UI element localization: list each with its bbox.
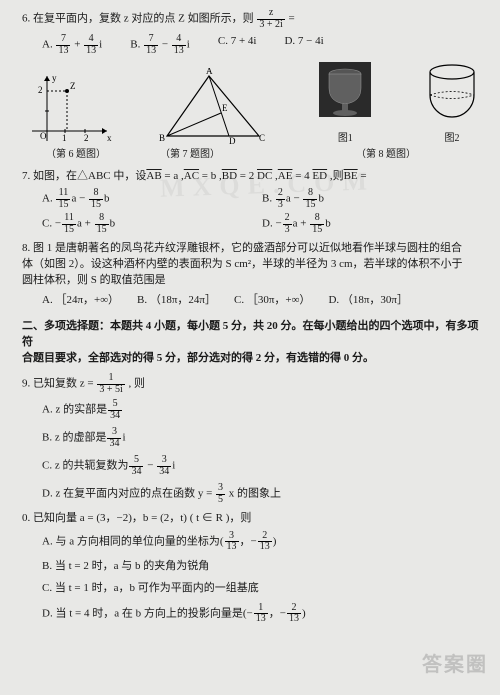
svg-text:O: O	[40, 131, 47, 141]
watermark: 答案圈	[422, 648, 488, 677]
svg-text:E: E	[222, 103, 228, 113]
q7-opt-a: A. 1115a − 815b	[42, 188, 262, 210]
caption-row: （第 6 题图） （第 7 题图） （第 8 题图）	[22, 148, 482, 163]
q8-opt-c: C. ［30π，+∞）	[234, 293, 310, 309]
svg-text:2: 2	[84, 133, 89, 143]
q6-figure: Z O 1 2 2 x y	[22, 71, 112, 146]
q7-caption: （第 7 题图）	[130, 148, 250, 163]
q6-caption: （第 6 题图）	[22, 148, 130, 163]
q9-stem: 9. 已知复数 z = 13 + 5i , 则	[22, 373, 482, 395]
figures-row: Z O 1 2 2 x y A B C D E	[22, 61, 482, 146]
svg-text:x: x	[107, 133, 112, 143]
frac-num: z	[267, 8, 275, 19]
q7-opt-d: D. −23a + 815b	[262, 213, 482, 235]
q10-opt-c: C. 当 t = 1 时，a，b 可作为平面内的一组基底	[42, 581, 482, 597]
q6-opt-d: D. 7 − 4i	[284, 34, 323, 56]
q6-opt-c: C. 7 + 4i	[218, 34, 257, 56]
q6-opt-b: B. 713 − 413i	[130, 34, 190, 56]
svg-text:y: y	[52, 73, 57, 83]
q6-opt-a: A. 713 + 413i	[42, 34, 102, 56]
q9-opt-c: C. z 的共轭复数为534 − 334i	[42, 455, 482, 477]
q6-stem-post: =	[289, 13, 295, 25]
q8-figure-2: 图2	[422, 60, 482, 147]
q8-options: A. ［24π，+∞） B. （18π，24π］ C. ［30π，+∞） D. …	[42, 293, 482, 309]
svg-text:C: C	[259, 133, 265, 143]
svg-text:1: 1	[62, 133, 67, 143]
q10-opt-d: D. 当 t = 4 时，a 在 b 方向上的投影向量是(−113，−213)	[42, 603, 482, 625]
q8-opt-d: D. （18π，30π］	[328, 293, 408, 309]
q6-options: A. 713 + 413i B. 713 − 413i C. 7 + 4i D.…	[42, 34, 482, 56]
q6-stem-pre: 6. 在复平面内，复数 z 对应的点 Z 如图所示，则	[22, 13, 254, 25]
q9-opt-a: A. z 的实部是534	[42, 399, 482, 421]
q8-opt-a: A. ［24π，+∞）	[42, 293, 119, 309]
q7-options: A. 1115a − 815b B. 23a − 815b C. −1115a …	[42, 188, 482, 235]
q8-figure-1: 图1	[315, 60, 375, 147]
q10-stem: 0. 已知向量 a = (3，−2)，b = (2，t) ( t ∈ R )，则	[22, 511, 482, 527]
frac-den: 3 + 2i	[257, 19, 284, 31]
q6-frac: z 3 + 2i	[257, 8, 284, 30]
q8-stem: 8. 图 1 是唐朝著名的凤鸟花卉纹浮雕银杯，它的盛酒部分可以近似地看作半球与圆…	[22, 241, 482, 289]
svg-text:Z: Z	[70, 81, 76, 91]
q10-options: A. 与 a 方向相同的单位向量的坐标为(313，−213) B. 当 t = …	[42, 531, 482, 625]
q10-opt-a: A. 与 a 方向相同的单位向量的坐标为(313，−213)	[42, 531, 482, 553]
q7-opt-c: C. −1115a + 815b	[42, 213, 262, 235]
q9-options: A. z 的实部是534 B. z 的虚部是334i C. z 的共轭复数为53…	[42, 399, 482, 505]
svg-text:A: A	[206, 68, 213, 76]
q8-opt-b: B. （18π，24π］	[137, 293, 216, 309]
q10-opt-b: B. 当 t = 2 时，a 与 b 的夹角为锐角	[42, 559, 482, 575]
q8-caption: （第 8 题图）	[250, 148, 482, 163]
q9-opt-b: B. z 的虚部是334i	[42, 427, 482, 449]
svg-text:B: B	[159, 133, 165, 143]
q7-stem: 7. 如图，在△ABC 中，设AB = a ,AC = b ,BD = 2 DC…	[22, 169, 482, 185]
q7-figure: A B C D E	[159, 68, 269, 146]
fig-caption-1: 图1	[338, 132, 353, 147]
fig-caption-2: 图2	[444, 132, 459, 147]
section-header: 二、多项选择题：本题共 4 小题，每小题 5 分，共 20 分。在每小题给出的四…	[22, 319, 482, 367]
q7-opt-b: B. 23a − 815b	[262, 188, 482, 210]
q6-stem: 6. 在复平面内，复数 z 对应的点 Z 如图所示，则 z 3 + 2i =	[22, 8, 482, 30]
svg-text:D: D	[229, 136, 236, 146]
svg-text:2: 2	[38, 85, 43, 95]
q9-opt-d: D. z 在复平面内对应的点在函数 y = 35 x 的图象上	[42, 483, 482, 505]
